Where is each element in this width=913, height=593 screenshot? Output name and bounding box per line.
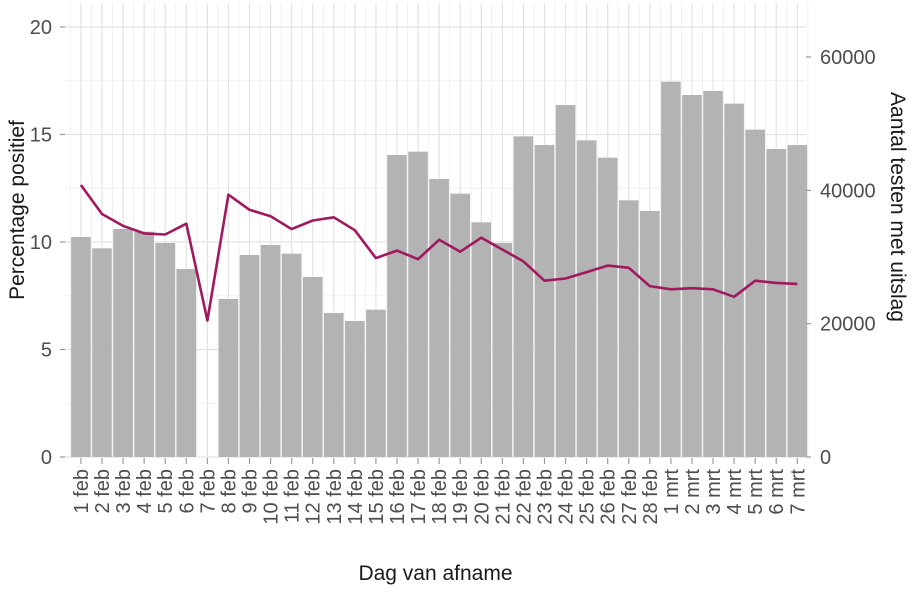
x-tick-label: 11 feb <box>282 469 304 523</box>
x-tick-label: 26 feb <box>598 469 620 525</box>
left-tick-label: 20 <box>30 17 52 39</box>
tests-bar <box>239 255 260 457</box>
tests-bar <box>661 81 681 458</box>
x-tick-label: 12 feb <box>303 469 325 525</box>
tests-bar <box>260 245 281 457</box>
tests-bar <box>597 157 618 457</box>
x-tick-label: 3 feb <box>113 469 135 513</box>
x-tick-label: 6 mrt <box>766 469 788 515</box>
tests-bar <box>703 91 723 457</box>
tests-bar <box>618 200 639 458</box>
tests-bar <box>176 269 197 457</box>
tests-bar <box>366 309 386 457</box>
left-tick-label: 10 <box>30 232 52 254</box>
tests-bar <box>555 105 576 457</box>
tests-bar <box>345 321 365 457</box>
tests-bar <box>281 253 302 457</box>
tests-bar <box>534 145 555 457</box>
tests-bar <box>218 299 239 457</box>
x-tick-label: 2 mrt <box>682 469 704 515</box>
x-tick-label: 15 feb <box>366 469 388 525</box>
x-tick-label: 28 feb <box>640 469 662 525</box>
x-tick-label: 27 feb <box>619 469 641 525</box>
x-tick-label: 23 feb <box>534 469 556 525</box>
x-tick-label: 25 feb <box>577 469 599 525</box>
x-tick-label: 10 feb <box>261 469 283 525</box>
tests-bar <box>134 231 154 457</box>
x-tick-label: 4 feb <box>134 469 156 513</box>
tests-bar <box>429 179 449 457</box>
right-tick-label: 0 <box>820 447 831 469</box>
x-tick-label: 9 feb <box>239 469 261 513</box>
tests-bar <box>640 211 660 457</box>
right-tick-label: 60000 <box>820 47 876 69</box>
x-tick-label: 16 feb <box>387 469 409 525</box>
right-tick-label: 40000 <box>820 180 876 202</box>
tests-bar <box>323 313 344 457</box>
x-axis-title: Dag van afname <box>358 562 513 585</box>
left-tick-label: 0 <box>41 447 52 469</box>
tests-bar <box>450 193 470 457</box>
tests-bar <box>113 229 133 457</box>
tests-bar <box>387 155 407 457</box>
tests-bar <box>492 243 513 457</box>
x-tick-label: 4 mrt <box>724 469 746 515</box>
tests-bar <box>471 222 492 457</box>
positivity-line <box>79 184 798 322</box>
tests-bar <box>745 129 765 457</box>
x-tick-label: 24 feb <box>556 469 578 525</box>
x-tick-label: 13 feb <box>324 469 346 525</box>
x-tick-label: 2 feb <box>92 469 114 513</box>
x-tick-label: 5 mrt <box>745 469 767 515</box>
tests-bar <box>724 103 744 458</box>
right-tick-label: 20000 <box>820 314 876 336</box>
tests-bar <box>513 136 534 458</box>
right-axis-title: Aantal testen met uitslag <box>886 92 909 322</box>
x-tick-label: 20 feb <box>471 469 493 525</box>
tests-bar <box>408 151 428 457</box>
tests-bar <box>682 95 702 457</box>
tests-bar <box>155 243 176 457</box>
left-tick-label: 5 <box>41 340 52 362</box>
tests-bar <box>766 149 787 457</box>
x-tick-label: 7 feb <box>197 469 219 513</box>
x-tick-label: 19 feb <box>450 469 472 525</box>
tests-bar <box>576 140 597 458</box>
x-tick-label: 6 feb <box>176 469 198 513</box>
x-tick-label: 3 mrt <box>703 469 725 515</box>
x-tick-label: 14 feb <box>345 469 367 525</box>
x-tick-label: 1 mrt <box>661 469 683 515</box>
x-tick-label: 5 feb <box>155 469 177 513</box>
left-tick-label: 15 <box>30 125 52 147</box>
x-tick-label: 22 feb <box>513 469 535 525</box>
x-tick-label: 1 feb <box>71 469 93 513</box>
left-axis-title: Percentage positief <box>6 120 29 300</box>
tests-bar <box>302 277 323 457</box>
x-tick-label: 17 feb <box>408 469 430 525</box>
x-tick-label: 18 feb <box>429 469 451 525</box>
tests-bar <box>92 248 112 457</box>
tests-bar <box>71 237 91 457</box>
x-tick-label: 7 mrt <box>787 469 809 515</box>
x-tick-label: 21 feb <box>492 469 514 525</box>
x-tick-label: 8 feb <box>218 469 240 513</box>
tests-bar <box>787 145 808 457</box>
